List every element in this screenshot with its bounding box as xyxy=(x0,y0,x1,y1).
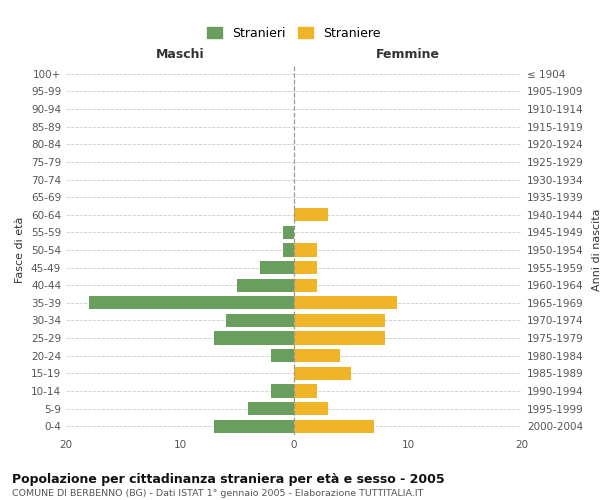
Bar xyxy=(294,314,385,327)
Text: COMUNE DI BERBENNO (BG) - Dati ISTAT 1° gennaio 2005 - Elaborazione TUTTITALIA.I: COMUNE DI BERBENNO (BG) - Dati ISTAT 1° … xyxy=(12,489,424,498)
Bar xyxy=(237,278,294,292)
Bar xyxy=(214,420,294,433)
Bar xyxy=(283,244,294,256)
Y-axis label: Anni di nascita: Anni di nascita xyxy=(592,209,600,291)
Bar xyxy=(294,332,385,344)
Text: Maschi: Maschi xyxy=(155,48,205,62)
Bar xyxy=(248,402,294,415)
Bar xyxy=(294,402,328,415)
Bar xyxy=(271,349,294,362)
Bar xyxy=(294,366,351,380)
Bar xyxy=(294,278,317,292)
Bar xyxy=(226,314,294,327)
Bar xyxy=(294,261,317,274)
Bar xyxy=(294,384,317,398)
Bar xyxy=(294,296,397,310)
Bar xyxy=(294,420,374,433)
Text: Femmine: Femmine xyxy=(376,48,440,62)
Bar xyxy=(294,349,340,362)
Bar xyxy=(214,332,294,344)
Y-axis label: Fasce di età: Fasce di età xyxy=(16,217,25,283)
Bar xyxy=(260,261,294,274)
Bar xyxy=(271,384,294,398)
Bar xyxy=(89,296,294,310)
Legend: Stranieri, Straniere: Stranieri, Straniere xyxy=(203,23,385,44)
Bar xyxy=(294,244,317,256)
Text: Popolazione per cittadinanza straniera per età e sesso - 2005: Popolazione per cittadinanza straniera p… xyxy=(12,472,445,486)
Bar xyxy=(294,208,328,222)
Bar xyxy=(283,226,294,239)
